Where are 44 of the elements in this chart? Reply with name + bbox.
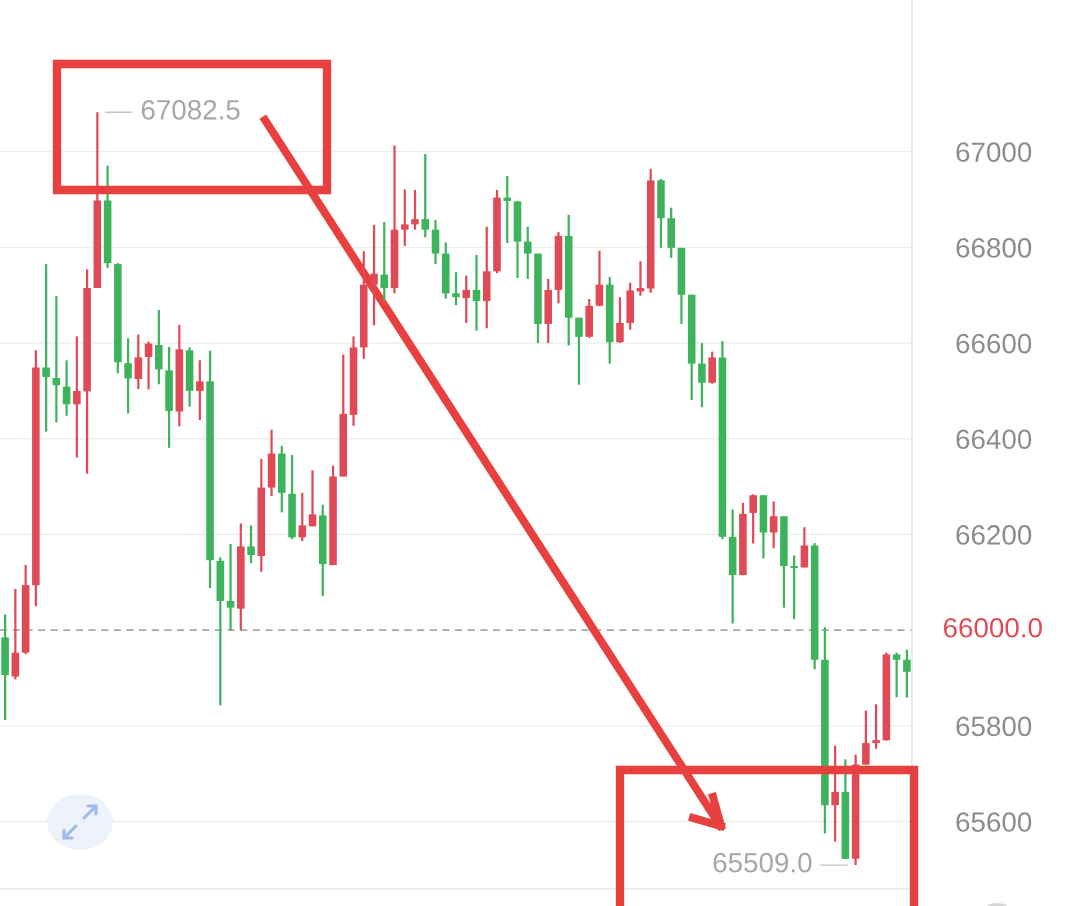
candlestick <box>226 542 235 632</box>
annotation: 65509.0 <box>713 852 812 873</box>
candlestick <box>472 253 481 332</box>
candlestick <box>831 744 839 843</box>
candlestick <box>400 188 409 248</box>
candlestick <box>872 703 880 750</box>
candlestick <box>370 223 378 327</box>
annotation: 67082.5 <box>141 99 240 120</box>
candlestick <box>11 587 20 681</box>
candlestick <box>616 296 624 345</box>
candlestick <box>421 152 430 239</box>
candlestick <box>595 249 604 308</box>
candlestick <box>196 359 204 422</box>
y-tick-label: 66400 <box>956 429 1032 450</box>
ref-line-label: 66000.0 <box>943 617 1042 638</box>
candlestick <box>247 524 255 565</box>
candlestick <box>523 225 532 281</box>
candlestick <box>380 220 389 303</box>
y-tick-label: 65600 <box>956 812 1032 832</box>
candlestick <box>800 526 809 569</box>
y-tick-label: 66600 <box>956 333 1032 354</box>
candlestick <box>903 648 911 699</box>
candlestick <box>73 335 81 459</box>
y-tick-label: 67000 <box>956 142 1032 163</box>
y-tick-label: 66200 <box>956 525 1032 545</box>
candlestick <box>124 337 132 415</box>
candlestick <box>452 271 460 307</box>
candlestick <box>575 316 583 386</box>
candlestick <box>790 554 798 621</box>
candlestick <box>308 469 317 528</box>
candlestick <box>134 333 143 391</box>
candlestick <box>862 709 870 766</box>
candlestick <box>431 218 440 266</box>
candlestick <box>698 341 706 409</box>
candlestick <box>52 295 61 424</box>
candlestick <box>298 491 307 543</box>
candlestick <box>749 493 757 545</box>
y-tick-label: 65800 <box>956 716 1032 737</box>
candlestick <box>503 174 512 245</box>
candlestick <box>769 500 778 550</box>
y-tick-label: 66800 <box>956 238 1032 258</box>
candlestick <box>462 274 471 325</box>
candlestick <box>42 263 50 433</box>
candlestick <box>411 188 419 231</box>
